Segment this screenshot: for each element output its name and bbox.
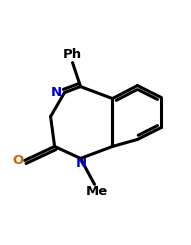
- Text: Me: Me: [85, 185, 108, 198]
- Text: Ph: Ph: [63, 48, 82, 61]
- Text: N: N: [51, 86, 62, 99]
- Text: N: N: [76, 157, 87, 170]
- Text: O: O: [12, 154, 24, 167]
